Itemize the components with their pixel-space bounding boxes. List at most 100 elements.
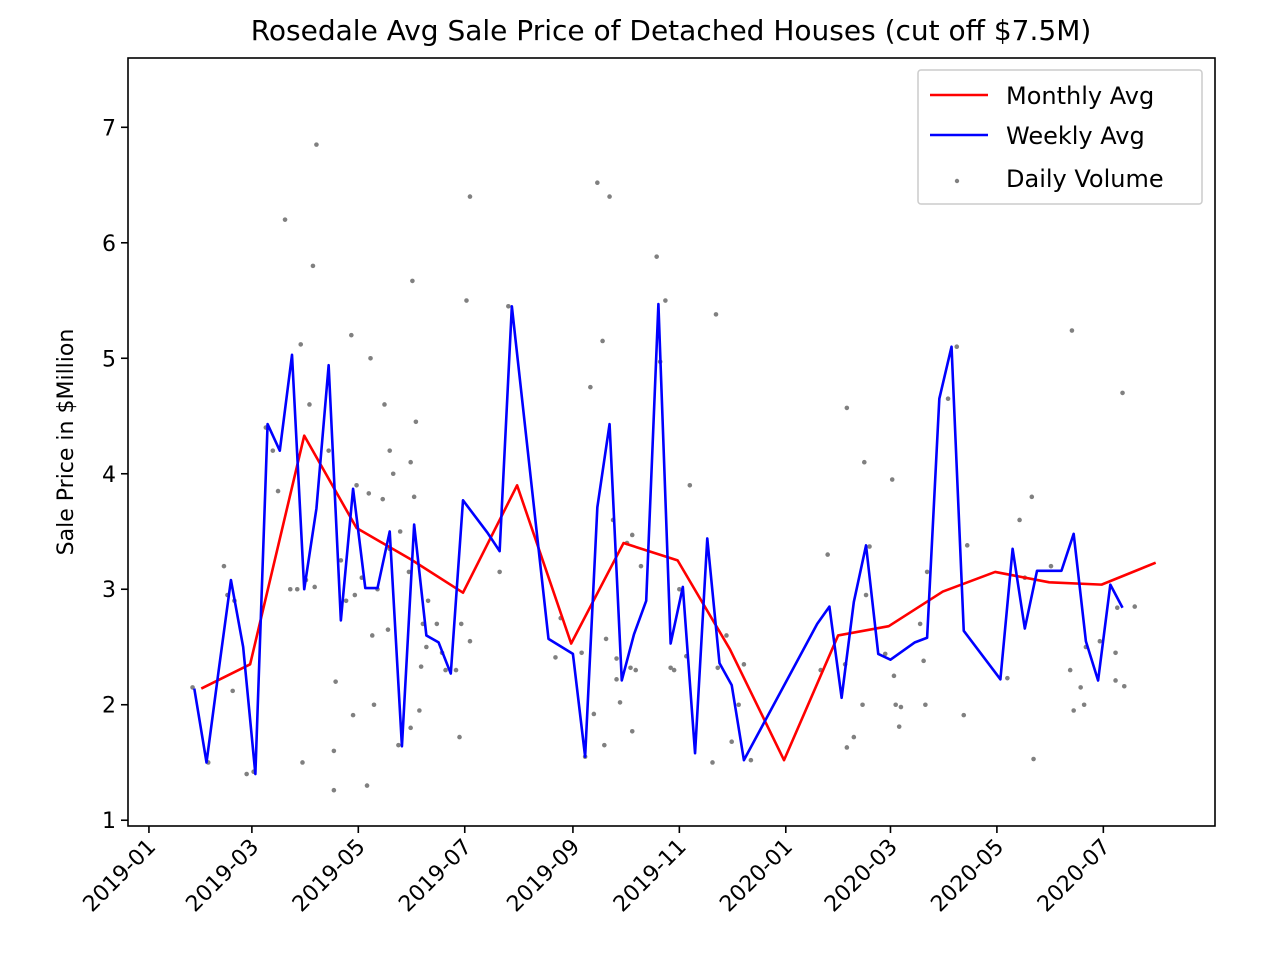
daily-volume-point — [270, 448, 276, 453]
daily-volume-point — [668, 665, 673, 671]
daily-volume-point — [453, 667, 459, 673]
daily-volume-point — [371, 702, 377, 708]
daily-volume-point — [382, 402, 387, 407]
daily-volume-point — [314, 142, 319, 147]
y-tick-label: 5 — [102, 347, 116, 372]
daily-volume-point — [889, 477, 895, 482]
daily-volume-point — [617, 700, 623, 705]
daily-volume-point — [614, 656, 619, 661]
daily-volume-points — [190, 142, 1138, 793]
legend: Monthly Avg Weekly Avg Daily Volume — [917, 69, 1203, 205]
chart-title: Rosedale Avg Sale Price of Detached Hous… — [251, 14, 1092, 47]
legend-box — [917, 69, 1203, 205]
daily-volume-point — [629, 729, 635, 734]
daily-volume-point — [917, 621, 923, 627]
legend-daily-label: Daily Volume — [1006, 165, 1164, 193]
daily-volume-point — [385, 627, 391, 632]
daily-volume-point — [1067, 667, 1073, 673]
daily-volume-point — [418, 664, 424, 669]
daily-volume-point — [294, 586, 300, 592]
daily-volume-point — [713, 312, 719, 317]
daily-volume-point — [825, 552, 830, 557]
daily-volume-point — [411, 494, 417, 500]
daily-volume-point — [244, 771, 249, 777]
daily-volume-point — [844, 745, 850, 750]
daily-volume-point — [553, 655, 558, 660]
legend-weekly-label: Weekly Avg — [1006, 122, 1145, 150]
monthly-avg-line — [200, 434, 1157, 762]
daily-volume-point — [408, 459, 413, 465]
daily-volume-point — [715, 665, 721, 671]
daily-volume-point — [275, 488, 281, 494]
daily-volume-point — [860, 702, 865, 708]
daily-volume-point — [338, 558, 344, 563]
daily-volume-point — [350, 712, 356, 718]
daily-volume-point — [368, 355, 373, 361]
daily-volume-point — [1029, 494, 1035, 500]
y-tick-label: 6 — [102, 232, 116, 257]
daily-volume-point — [1113, 650, 1118, 656]
daily-volume-point — [457, 734, 462, 740]
daily-volume-point — [413, 419, 419, 425]
daily-volume-point — [1120, 390, 1125, 396]
daily-volume-point — [654, 254, 659, 259]
daily-volume-point — [964, 543, 970, 548]
daily-volume-point — [603, 636, 609, 642]
daily-volume-point — [1121, 683, 1127, 689]
daily-volume-point — [677, 586, 682, 592]
daily-volume-point — [506, 304, 511, 309]
daily-volume-point — [736, 702, 741, 708]
daily-volume-point — [663, 298, 668, 303]
daily-volume-point — [921, 658, 926, 664]
daily-volume-point — [364, 783, 370, 788]
y-tick-label: 7 — [102, 116, 116, 141]
legend-monthly-label: Monthly Avg — [1006, 82, 1154, 110]
daily-volume-point — [588, 384, 593, 390]
daily-volume-point — [312, 584, 317, 590]
daily-volume-point — [434, 621, 440, 627]
daily-volume-point — [333, 679, 338, 684]
daily-volume-point — [424, 644, 429, 650]
y-tick-label: 4 — [102, 463, 116, 488]
daily-volume-point — [396, 742, 401, 748]
daily-volume-point — [331, 787, 337, 793]
daily-volume-point — [741, 662, 747, 667]
daily-volume-point — [1132, 604, 1138, 609]
daily-volume-point — [600, 338, 605, 344]
daily-volume-point — [923, 702, 928, 708]
daily-volume-point — [862, 459, 867, 465]
daily-volume-point — [729, 739, 734, 744]
daily-volume-point — [1097, 638, 1103, 644]
daily-volume-point — [331, 748, 337, 754]
daily-volume-point — [602, 742, 607, 748]
daily-volume-point — [310, 263, 316, 269]
daily-volume-point — [387, 448, 393, 453]
daily-volume-point — [607, 194, 612, 199]
daily-volume-point — [867, 544, 872, 549]
daily-volume-point — [410, 278, 415, 284]
y-tick-label: 1 — [102, 809, 116, 834]
daily-volume-point — [863, 592, 869, 598]
daily-volume-point — [945, 396, 951, 401]
y-tick-label: 2 — [102, 694, 116, 719]
daily-volume-point — [326, 448, 331, 453]
daily-volume-point — [354, 483, 359, 488]
daily-volume-point — [397, 529, 403, 534]
daily-volume-point — [671, 667, 677, 673]
daily-volume-point — [1071, 708, 1076, 713]
daily-volume-point — [844, 405, 850, 411]
daily-volume-point — [406, 569, 412, 575]
daily-volume-point — [1005, 675, 1010, 681]
daily-volume-point — [893, 702, 898, 708]
daily-volume-point — [628, 665, 633, 671]
daily-volume-point — [307, 402, 312, 407]
daily-volume-point — [595, 180, 600, 186]
plot-area — [190, 142, 1157, 793]
daily-volume-point — [724, 633, 729, 638]
weekly-avg-line — [193, 302, 1124, 776]
daily-volume-point — [687, 483, 693, 488]
daily-volume-point — [924, 569, 930, 575]
y-axis-label: Sale Price in $Million — [54, 329, 79, 556]
daily-volume-point — [458, 621, 464, 627]
daily-volume-point — [408, 725, 413, 731]
